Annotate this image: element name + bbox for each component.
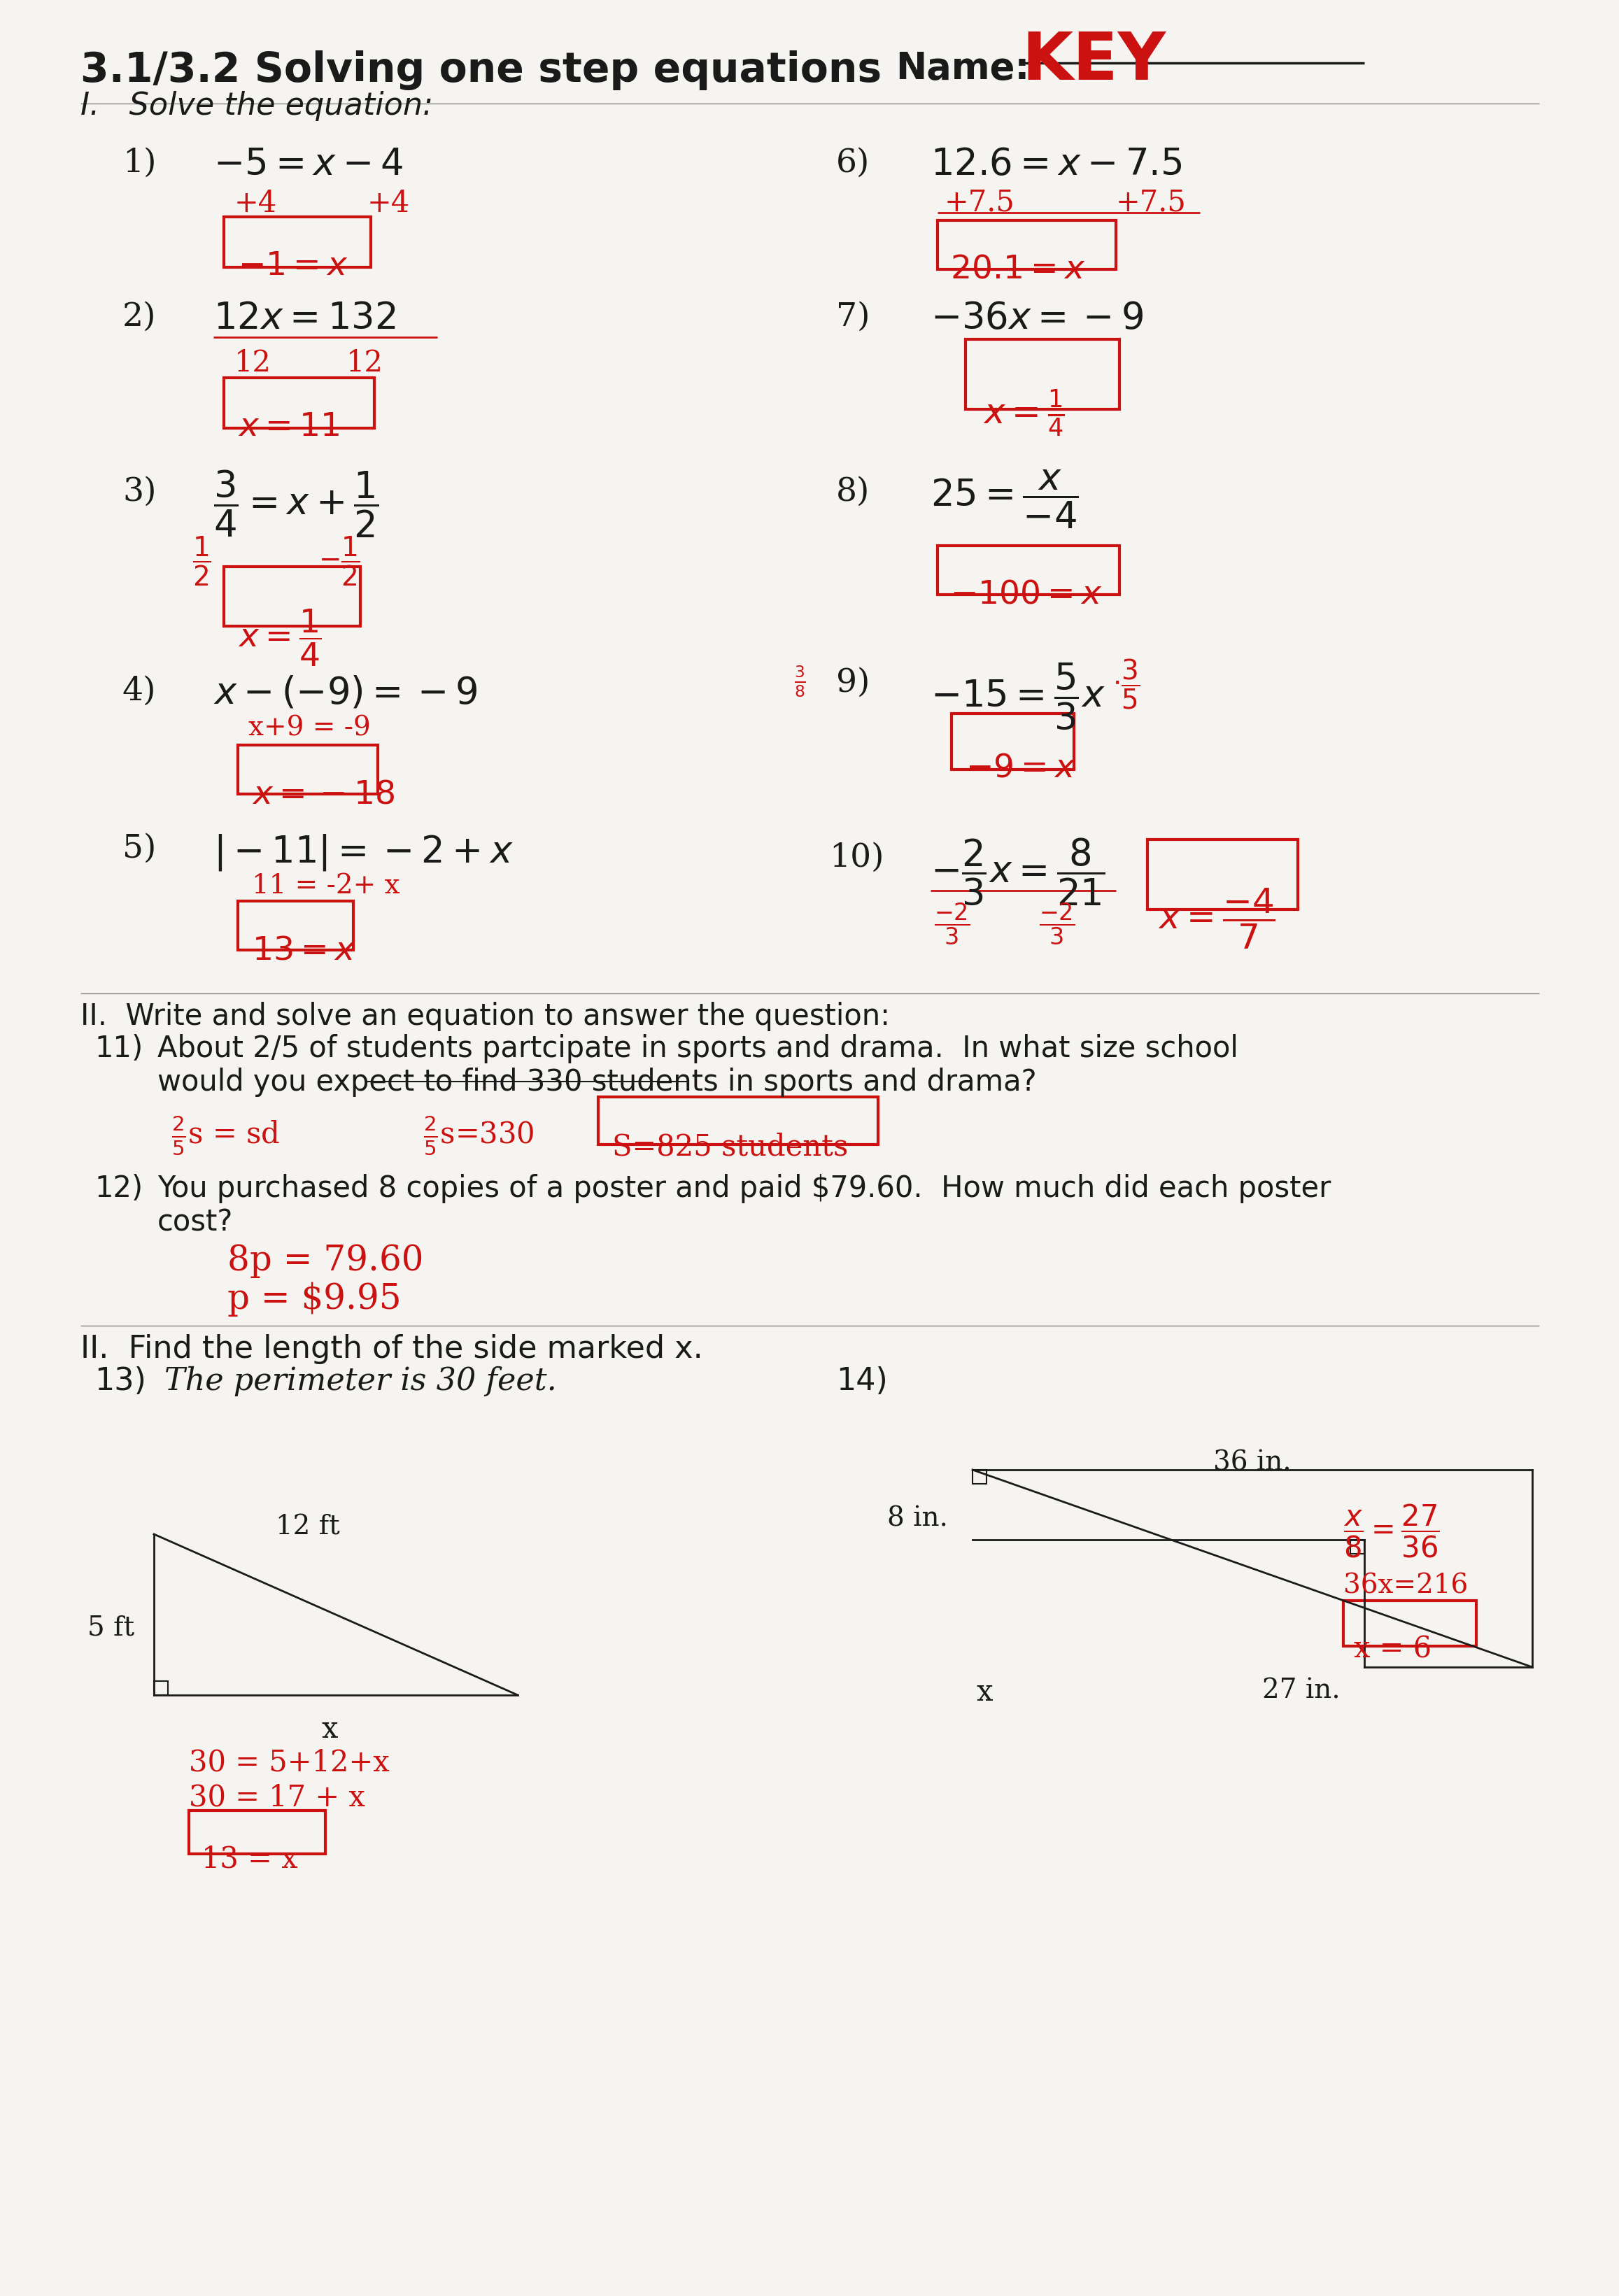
Text: $13 = x$: $13 = x$ [253,934,356,967]
Text: $\frac{2}{5}$s = sd: $\frac{2}{5}$s = sd [172,1114,280,1157]
Text: $\dfrac{x}{8} = \dfrac{27}{36}$: $\dfrac{x}{8} = \dfrac{27}{36}$ [1344,1502,1439,1559]
Text: II.  Write and solve an equation to answer the question:: II. Write and solve an equation to answe… [81,1001,890,1031]
Text: +4: +4 [368,188,410,218]
Text: $x = \dfrac{1}{4}$: $x = \dfrac{1}{4}$ [238,606,321,668]
Text: +7.5: +7.5 [944,188,1015,216]
Text: $x = \dfrac{-4}{7}$: $x = \dfrac{-4}{7}$ [1158,886,1276,951]
Text: $|-11| = -2 + x$: $|-11| = -2 + x$ [214,833,513,872]
Bar [238,744,377,794]
Text: $25 = \dfrac{x}{-4}$: $25 = \dfrac{x}{-4}$ [931,468,1078,530]
Text: 13): 13) [94,1366,146,1396]
Text: 3.1/3.2 Solving one step equations: 3.1/3.2 Solving one step equations [81,51,882,90]
Text: 8): 8) [835,475,869,507]
Bar [965,340,1119,409]
Bar [223,567,361,627]
Text: $x = -18$: $x = -18$ [253,778,395,810]
Text: cost?: cost? [157,1208,233,1238]
Text: 12 ft: 12 ft [275,1515,340,1541]
Text: $12.6 = x - 7.5$: $12.6 = x - 7.5$ [931,147,1182,184]
Text: 8p = 79.60: 8p = 79.60 [227,1244,424,1279]
Text: 36x=216: 36x=216 [1344,1573,1468,1598]
Text: You purchased 8 copies of a poster and paid $79.60.  How much did each poster: You purchased 8 copies of a poster and p… [157,1173,1331,1203]
Text: 12): 12) [94,1173,142,1203]
Text: +4: +4 [235,188,277,218]
Text: 30 = 17 + x: 30 = 17 + x [189,1782,366,1812]
Bar [223,379,374,427]
Bar [1350,1541,1365,1554]
Text: The perimeter is 30 feet.: The perimeter is 30 feet. [165,1366,557,1396]
Text: $-5 = x - 4$: $-5 = x - 4$ [214,147,403,184]
Text: I.   Solve the equation:: I. Solve the equation: [81,92,434,122]
Bar [937,546,1119,595]
Text: 30 = 5+12+x: 30 = 5+12+x [189,1747,390,1777]
Text: 10): 10) [829,843,884,872]
Text: 14): 14) [835,1366,887,1396]
Bar [154,1681,168,1694]
Bar [597,1097,877,1143]
Text: $\dfrac{3}{4} = x + \dfrac{1}{2}$: $\dfrac{3}{4} = x + \dfrac{1}{2}$ [214,468,379,540]
Text: $x = \frac{1}{4}$: $x = \frac{1}{4}$ [983,388,1065,439]
Bar [189,1812,325,1853]
Text: About 2/5 of students partcipate in sports and drama.  In what size school: About 2/5 of students partcipate in spor… [157,1033,1239,1063]
Bar [952,714,1073,769]
Text: 13 = x: 13 = x [201,1844,298,1874]
Text: 3): 3) [123,475,157,507]
Text: $\dfrac{-2}{3}$: $\dfrac{-2}{3}$ [934,902,970,946]
Text: p = $9.95: p = $9.95 [227,1283,402,1318]
Text: 5 ft: 5 ft [87,1614,134,1642]
Text: 5): 5) [123,833,157,863]
Text: 12: 12 [235,349,272,379]
Text: would you expect to find 330 students in sports and drama?: would you expect to find 330 students in… [157,1068,1036,1097]
Text: $\frac{2}{5}$s=330: $\frac{2}{5}$s=330 [423,1114,534,1157]
Text: S=825 students: S=825 students [612,1132,848,1162]
Text: Name:: Name: [895,51,1030,87]
Text: $-15 = \dfrac{5}{3}x$: $-15 = \dfrac{5}{3}x$ [931,661,1106,730]
Text: 27 in.: 27 in. [1263,1678,1341,1704]
Text: $\dfrac{1}{2}$: $\dfrac{1}{2}$ [193,535,210,588]
Text: $12x = 132$: $12x = 132$ [214,301,395,338]
Text: $x = 11$: $x = 11$ [238,411,340,443]
Text: x: x [976,1678,992,1706]
Text: $-36x = -9$: $-36x = -9$ [931,301,1143,338]
Text: $-\dfrac{2}{3}x = \dfrac{8}{21}$: $-\dfrac{2}{3}x = \dfrac{8}{21}$ [931,836,1106,907]
Text: 11 = -2+ x: 11 = -2+ x [253,872,400,900]
Text: $-1 = x$: $-1 = x$ [238,250,348,282]
Bar [973,1469,986,1483]
Text: II.  Find the length of the side marked x.: II. Find the length of the side marked x… [81,1334,703,1364]
Text: $20.1 = x$: $20.1 = x$ [950,253,1086,285]
Text: $\cdot \dfrac{3}{5}$: $\cdot \dfrac{3}{5}$ [1112,657,1140,712]
Text: 9): 9) [835,666,869,698]
Bar [223,216,371,266]
Text: $\dfrac{-2}{3}$: $\dfrac{-2}{3}$ [1039,902,1075,946]
Text: x: x [322,1715,338,1745]
Text: x = 6: x = 6 [1353,1635,1431,1665]
Text: $\frac{3}{8}$: $\frac{3}{8}$ [793,664,806,700]
Bar [937,220,1115,269]
Text: 36 in.: 36 in. [1213,1451,1292,1476]
Text: 2): 2) [123,301,157,333]
Text: 12: 12 [346,349,384,379]
Text: 6): 6) [835,147,869,179]
Text: $-9 = x$: $-9 = x$ [965,753,1077,783]
Text: 4): 4) [123,675,157,707]
Text: 8 in.: 8 in. [887,1506,949,1531]
Text: x+9 = -9: x+9 = -9 [248,716,371,742]
Text: 7): 7) [835,301,869,333]
Text: $- \dfrac{1}{2}$: $- \dfrac{1}{2}$ [319,535,359,588]
Text: $-100 = x$: $-100 = x$ [950,579,1103,611]
Bar [1148,840,1298,909]
Text: 11): 11) [94,1033,142,1063]
Text: KEY: KEY [1022,30,1166,94]
Text: 1): 1) [123,147,157,179]
Text: $x - (-9) = -9$: $x - (-9) = -9$ [214,675,478,712]
Bar [1344,1600,1477,1646]
Bar [238,900,353,951]
Text: +7.5: +7.5 [1115,188,1187,216]
